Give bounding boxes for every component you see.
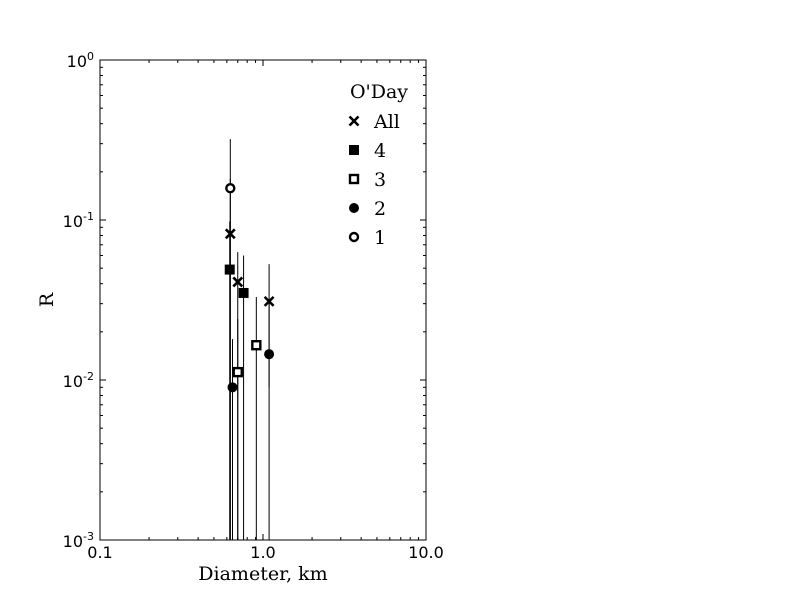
data-point-4 [224, 264, 235, 275]
tick-labels-group: 0.1 1.0 10.0 10-3 10-2 10-1 100 [63, 50, 444, 562]
legend-item-4: 4 [349, 140, 386, 162]
legend: O'Day All 4 3 2 1 [348, 81, 408, 249]
data-point-3 [232, 366, 243, 378]
marker-circle-open [348, 231, 360, 243]
marker-circle-open [225, 183, 236, 194]
marker-square [224, 264, 235, 275]
y-tick-label: 100 [67, 50, 94, 71]
marker-circle [349, 203, 359, 213]
data-point-all [224, 228, 236, 240]
legend-item-3: 3 [348, 169, 386, 191]
data-point-4 [238, 287, 249, 298]
x-axis-title: Diameter, km [198, 563, 327, 585]
ticks-group [99, 60, 427, 541]
marker-x-stroke [263, 295, 275, 307]
marker-square [349, 145, 359, 155]
y-tick-label: 10-2 [63, 370, 94, 391]
marker-circle [264, 349, 275, 360]
data-point-all [263, 295, 275, 307]
marker-x-stroke [232, 276, 244, 288]
legend-item-1: 1 [348, 227, 386, 249]
data-point-2 [264, 349, 275, 360]
legend-label: 2 [374, 198, 386, 220]
legend-label: All [373, 111, 400, 133]
marker-square [238, 287, 249, 298]
data-point-all [232, 276, 244, 288]
legend-title: O'Day [350, 81, 408, 103]
legend-marker [349, 145, 359, 155]
data-point-2 [227, 382, 238, 393]
marker-circle [227, 382, 238, 393]
marker-square-open [348, 173, 360, 185]
error-bars-group [229, 139, 270, 540]
marker-x-stroke [224, 228, 236, 240]
legend-marker [349, 203, 359, 213]
y-tick-label: 10-3 [63, 530, 94, 551]
legend-marker [348, 231, 360, 243]
x-tick-label: 1.0 [250, 543, 275, 562]
y-axis-title: R [36, 292, 58, 307]
legend-label: 4 [374, 140, 386, 162]
legend-marker [348, 173, 360, 185]
legend-items: All 4 3 2 1 [348, 111, 400, 249]
legend-item-2: 2 [349, 198, 386, 220]
marker-x-stroke [348, 115, 360, 127]
marker-square-open [251, 340, 262, 351]
markers-group [224, 183, 275, 393]
legend-item-all: All [348, 111, 400, 133]
data-point-1 [225, 183, 236, 194]
y-tick-label: 10-1 [63, 210, 94, 231]
legend-marker [348, 115, 360, 127]
marker-square-open [232, 366, 243, 378]
x-tick-label: 10.0 [408, 543, 444, 562]
data-point-3 [251, 340, 262, 351]
x-tick-label: 0.1 [87, 543, 112, 562]
legend-label: 1 [374, 227, 386, 249]
legend-label: 3 [374, 169, 386, 191]
